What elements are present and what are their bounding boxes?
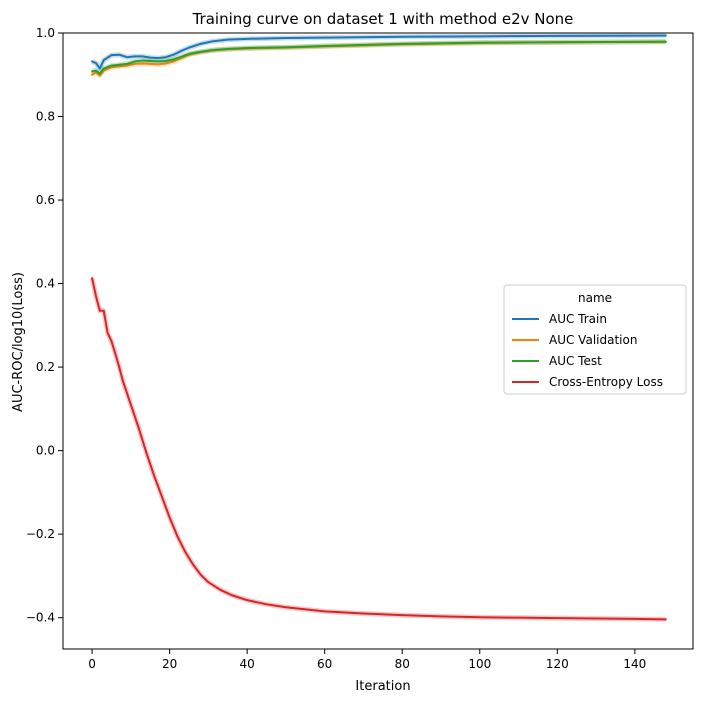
legend-title: name <box>578 291 612 305</box>
y-tick-label: 0.2 <box>36 360 55 374</box>
x-tick-label: 140 <box>623 657 646 671</box>
y-tick-label: 0.0 <box>36 444 55 458</box>
legend-box <box>503 284 687 395</box>
legend: name AUC Train AUC Validation AUC Test Cross… <box>503 284 687 395</box>
y-tick-label: −0.4 <box>26 611 55 625</box>
x-axis-label: Iteration <box>355 679 410 694</box>
series-line-auc-train <box>91 34 667 70</box>
x-tick-label: 120 <box>546 657 569 671</box>
x-tick-label: 100 <box>468 657 491 671</box>
legend-label-auc-train: AUC Train <box>549 312 607 326</box>
x-tick-label: 80 <box>395 657 410 671</box>
legend-label-auc-test: AUC Test <box>549 354 602 368</box>
legend-label-auc-validation: AUC Validation <box>549 333 637 347</box>
x-tick-label: 40 <box>240 657 255 671</box>
series-line-cross-entropy-loss <box>91 277 667 621</box>
y-axis-label: AUC-ROC/log10(Loss) <box>11 272 26 412</box>
axes-frame <box>62 32 694 650</box>
legend-label-cross-entropy-loss: Cross-Entropy Loss <box>549 375 663 389</box>
chart-title: Training curve on dataset 1 with method … <box>192 10 574 28</box>
y-tick-label: 0.8 <box>36 110 55 124</box>
y-tick-label: 0.6 <box>36 193 55 207</box>
x-tick-label: 0 <box>88 657 96 671</box>
x-tick-label: 20 <box>162 657 177 671</box>
plot-area: 0 20 40 60 80 100 120 140 −0.4 −0.2 0.0 0.2 0.4 0.6 0.… <box>26 26 694 671</box>
x-tick-label: 60 <box>317 657 332 671</box>
series-line-auc-test <box>91 40 667 75</box>
y-tick-label: 0.4 <box>36 277 55 291</box>
y-tick-label: 1.0 <box>36 26 55 40</box>
y-tick-label: −0.2 <box>26 527 55 541</box>
